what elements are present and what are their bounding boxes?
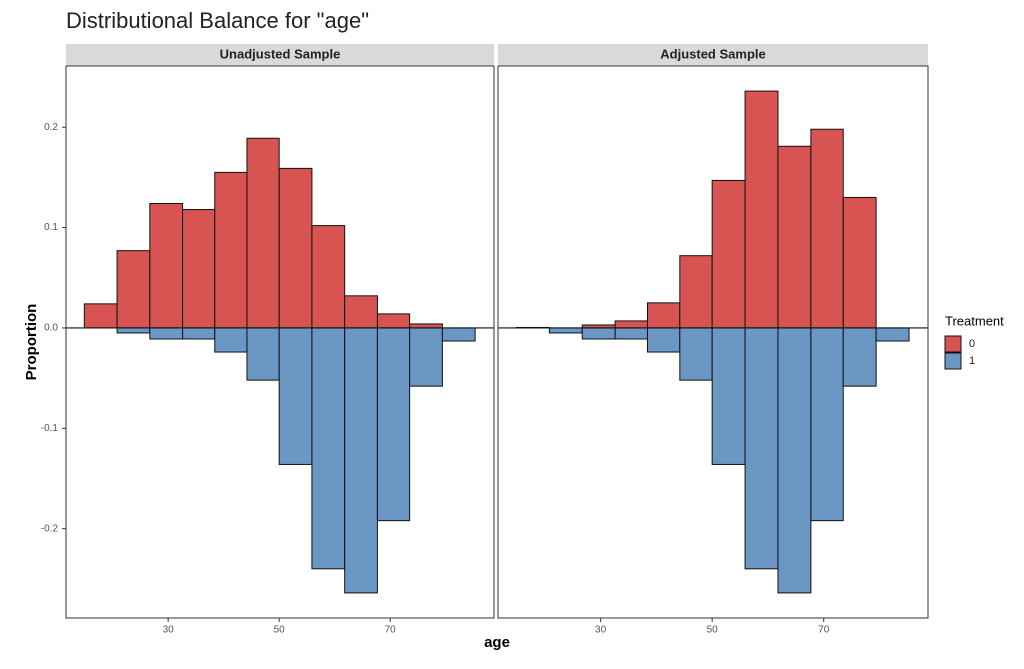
bar: [646, 302, 681, 329]
legend-key: [944, 352, 962, 370]
bar: [376, 327, 411, 522]
bar: [246, 137, 280, 329]
bar: [311, 327, 346, 570]
bar: [116, 250, 151, 329]
bar: [214, 327, 248, 353]
panel-border: [65, 65, 495, 619]
bar: [875, 327, 910, 342]
bar: [83, 303, 118, 329]
bar: [744, 327, 779, 570]
y-axis-label: Proportion: [23, 304, 40, 381]
bar: [679, 327, 713, 381]
panel-border: [497, 65, 929, 619]
bar: [711, 327, 746, 465]
bar: [278, 327, 313, 465]
bar: [744, 90, 779, 329]
bar: [842, 196, 877, 329]
x-tick-label: 30: [163, 625, 175, 636]
legend-label: 1: [969, 355, 975, 367]
legend-title: Treatment: [945, 313, 1004, 328]
y-tick-label: 0.0: [44, 323, 58, 334]
bar: [777, 327, 812, 594]
bar: [441, 327, 476, 342]
bar: [581, 327, 616, 340]
bar: [646, 327, 681, 353]
bar: [810, 128, 844, 329]
bar: [548, 327, 583, 334]
legend-key: [944, 335, 962, 353]
bar: [149, 202, 184, 329]
bar: [278, 167, 313, 329]
bar: [842, 327, 877, 387]
bar: [614, 320, 648, 329]
bar: [777, 145, 812, 329]
bar: [810, 327, 844, 522]
y-tick-label: -0.2: [41, 523, 59, 534]
x-tick-label: 50: [707, 625, 719, 636]
x-tick-label: 50: [274, 625, 286, 636]
x-axis-label: age: [484, 634, 510, 651]
bar: [679, 255, 713, 329]
bar: [409, 323, 443, 329]
bar: [344, 327, 378, 594]
bar: [614, 327, 648, 340]
panel-title: Adjusted Sample: [660, 46, 765, 61]
y-tick-label: 0.1: [44, 222, 58, 233]
chart-title: Distributional Balance for "age": [66, 8, 369, 33]
strip: [498, 44, 928, 66]
x-tick-label: 70: [385, 625, 397, 636]
bar: [246, 327, 280, 381]
bar: [711, 179, 746, 329]
y-tick-label: 0.2: [44, 122, 58, 133]
y-tick-label: -0.1: [41, 423, 59, 434]
legend-label: 0: [969, 338, 975, 350]
bar: [116, 327, 151, 334]
panel-title: Unadjusted Sample: [220, 46, 341, 61]
bar: [182, 327, 216, 340]
bar: [344, 295, 378, 329]
x-tick-label: 30: [595, 625, 607, 636]
bar: [409, 327, 443, 387]
bar: [149, 327, 184, 340]
bar: [376, 313, 411, 329]
x-tick-label: 70: [818, 625, 830, 636]
strip: [66, 44, 494, 66]
bar: [214, 171, 248, 329]
bar: [182, 209, 216, 329]
bar: [311, 225, 346, 329]
